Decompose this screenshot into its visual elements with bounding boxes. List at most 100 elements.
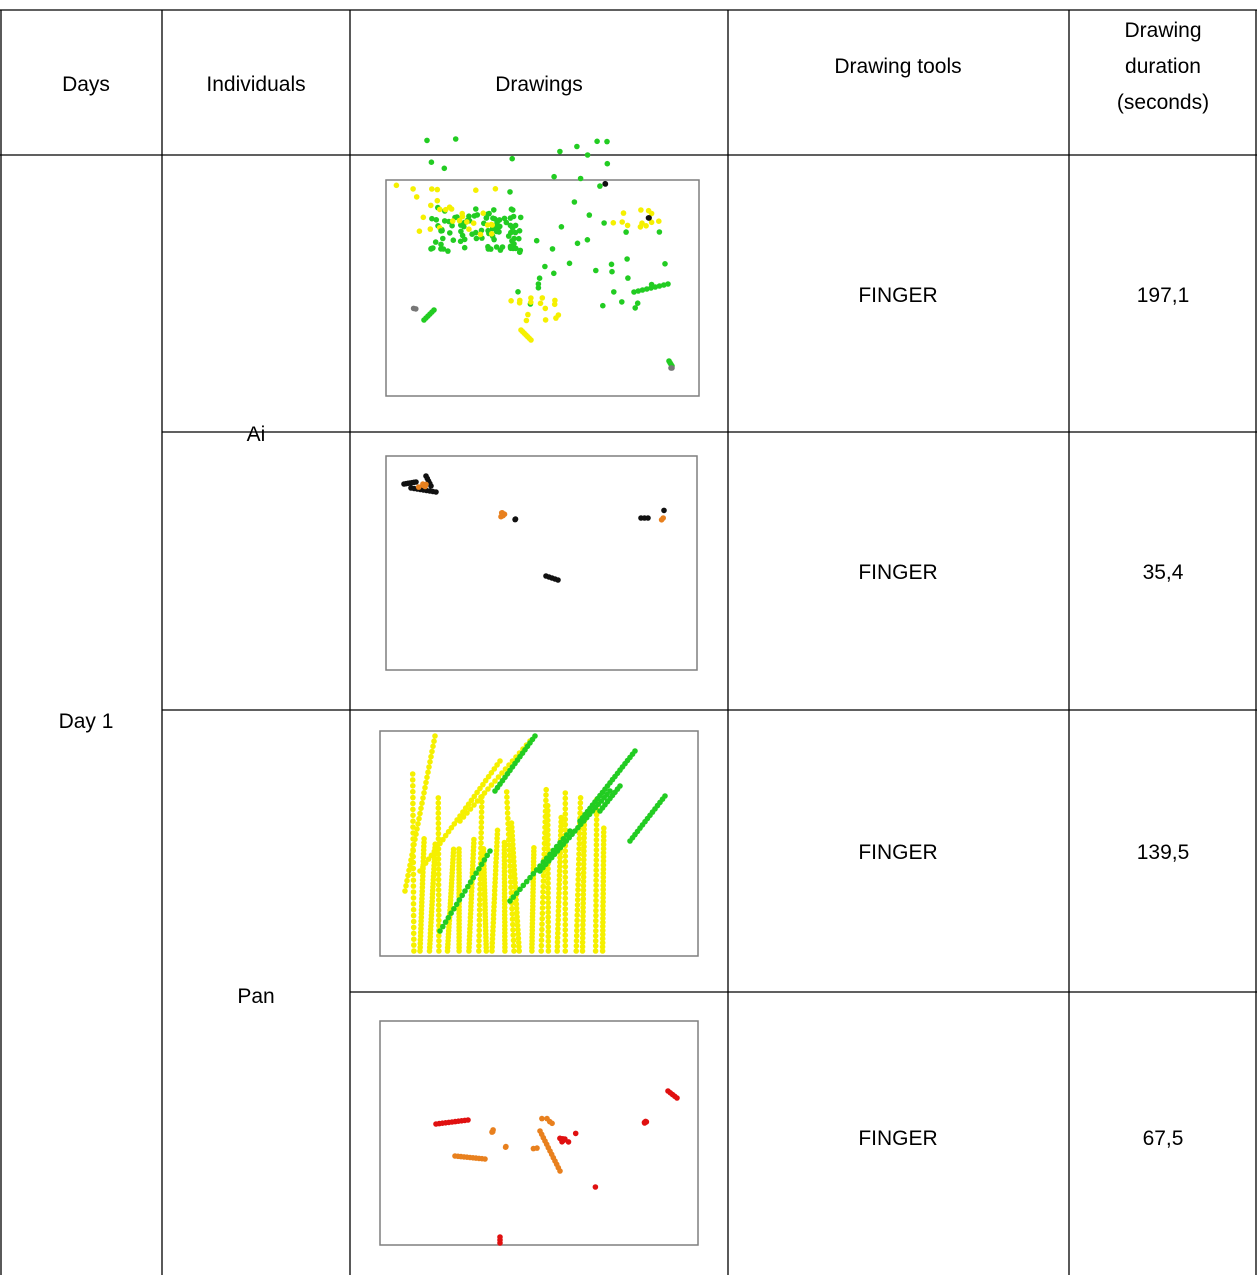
drawing-dot [436,938,442,944]
drawing-dot [502,766,509,772]
drawing-dot [645,515,651,521]
drawing-dot [639,287,646,293]
drawing-dot [545,841,551,848]
drawing-dot [592,943,599,949]
drawing-dot [486,210,492,217]
duration-cell: 35,4 [1142,561,1184,584]
drawing-dot [593,862,599,868]
drawing-dot [415,821,421,827]
drawing-dot [627,838,633,844]
drawing-dot [425,856,432,862]
drawing-dot [431,738,437,744]
drawing-dot [517,214,524,221]
drawing-dot [562,932,569,938]
drawing-dot [494,831,501,838]
drawing-dot [515,931,521,937]
drawing-dot [511,862,517,869]
drawing-dot [440,836,446,843]
drawing-dot [419,800,425,806]
drawing-dot [413,479,419,485]
drawing-dot [562,895,569,902]
drawing-dot [460,814,467,820]
drawing-dot [492,871,499,878]
drawing-dot [493,855,500,862]
drawing-dot [402,888,408,894]
drawing-dot [562,848,569,854]
drawing-dot [435,892,442,898]
drawing-dot [489,944,496,950]
drawing-dot [510,854,517,860]
drawing-dot [471,793,478,800]
drawing-dot [631,289,637,295]
drawing-dot [575,876,581,883]
drawing-dot [562,821,569,828]
drawing-dot [600,915,606,922]
drawing-dot [575,886,581,893]
drawing-dot [639,220,645,226]
drawing-dot [562,800,569,807]
drawing-dot [478,809,485,815]
drawing-dot [502,948,508,954]
drawing-dot [413,194,420,200]
drawing-dot [600,895,606,901]
drawing-dot [407,862,413,868]
drawing-dot [411,936,417,942]
drawing-dot [405,872,411,879]
drawing-dot [576,856,582,862]
drawing-dot [580,874,587,880]
drawing-dot [528,337,534,343]
drawing-dot [579,935,586,941]
drawing-dot [491,903,497,910]
drawing-dot [661,507,667,514]
drawing-dot [594,138,600,145]
drawing-dot [494,762,500,768]
drawing-dot [539,910,546,917]
drawing-dot [427,759,433,765]
drawing-dot [523,878,530,885]
drawing-dot [575,881,581,888]
drawing-dot [474,789,480,796]
drawing-dot [510,850,517,856]
drawing-dot [562,811,569,817]
drawing-dot [562,874,569,881]
drawing-dot [580,930,586,937]
drawing-dot [558,819,564,825]
drawing-dot [428,753,434,760]
drawing-dot [674,1095,680,1101]
duration-cell: 197,1 [1136,284,1190,307]
drawing-dot [514,914,520,920]
drawing-dot [611,289,617,295]
drawing-dot [584,152,591,158]
drawing-dot [600,874,607,881]
drawing-dot [576,840,583,847]
drawing-dot [476,917,483,923]
drawing-dot [619,219,625,225]
drawing-dot [511,948,517,954]
drawing-dot [423,779,429,786]
drawing-dot [571,199,578,205]
drawing-dot [494,839,500,846]
drawing-dot [410,924,417,931]
drawing-dot [555,903,562,910]
drawing-dot [540,878,547,884]
drawing-dot [577,795,584,801]
drawing-dot [539,1115,545,1122]
drawing-dot [445,828,452,835]
drawing-dot [528,299,534,306]
drawing-dot [574,927,580,934]
drawing-dot [581,826,587,833]
drawing-dot [574,143,580,150]
drawing-dot [562,921,569,928]
drawing-dot [492,883,498,890]
drawing-dot [574,902,581,908]
drawing-dot [493,863,499,870]
drawing-dot [558,224,565,230]
drawing-dot [410,788,416,795]
header-cell: Drawings [495,73,583,96]
drawing-dot [542,317,549,323]
drawing-dot [410,818,416,824]
drawing-dot [417,868,423,874]
drawing-dot [580,861,587,867]
drawing-dot [431,848,438,855]
drawing-dot [538,932,545,938]
